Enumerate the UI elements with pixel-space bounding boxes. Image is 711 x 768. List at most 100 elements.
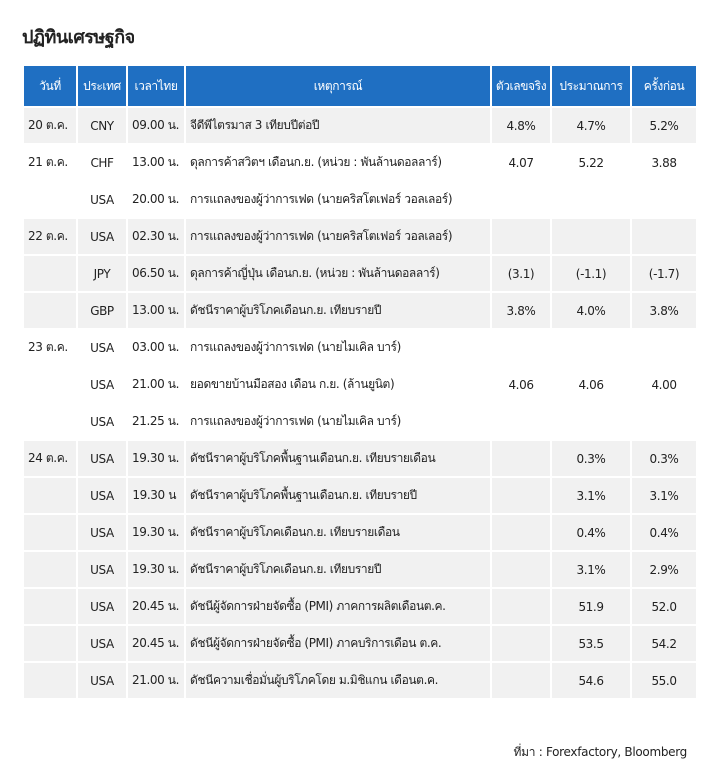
table-cell <box>490 439 552 478</box>
table-row: USA 20.45 น. ดัชนีผู้จัดการฝ่ายจัดซื้อ (PM… <box>22 624 698 663</box>
table-cell: 0.3% <box>550 439 632 478</box>
table-cell: USA <box>76 587 128 626</box>
table-cell: 19.30 น. <box>126 550 186 589</box>
table-cell: จีดีพีไตรมาส 3 เทียบปีต่อปี <box>184 106 492 145</box>
table-cell <box>630 328 698 367</box>
table-row: JPY 06.50 น. ดุลการค้าญี่ปุ่น เดือนก.ย. (ห… <box>22 254 698 293</box>
header-cell: เหตุการณ์ <box>184 64 492 108</box>
table-cell: ดัชนีราคาผู้บริโภคเดือนก.ย. เทียบรายปี <box>184 291 492 330</box>
table-cell: 5.22 <box>550 143 632 182</box>
table-cell: 20.45 น. <box>126 587 186 626</box>
table-row: GBP 13.00 น. ดัชนีราคาผู้บริโภคเดือนก.ย. เ… <box>22 291 698 330</box>
table-cell <box>490 402 552 441</box>
table-cell: 0.3% <box>630 439 698 478</box>
table-cell: USA <box>76 439 128 478</box>
table-cell: 13.00 น. <box>126 291 186 330</box>
table-cell: (3.1) <box>490 254 552 293</box>
table-cell <box>22 513 78 552</box>
table-cell: 19.30 น. <box>126 439 186 478</box>
table-cell: การแถลงของผู้ว่าการเฟด (นายคริสโตเฟอร์ ว… <box>184 180 492 219</box>
table-cell: USA <box>76 661 128 700</box>
table-cell: ดัชนีผู้จัดการฝ่ายจัดซื้อ (PMI) ภาคการผล… <box>184 587 492 626</box>
table-cell <box>490 180 552 219</box>
table-cell: USA <box>76 513 128 552</box>
table-cell: 0.4% <box>550 513 632 552</box>
table-cell: 52.0 <box>630 587 698 626</box>
table-cell <box>22 365 78 404</box>
table-cell: ดัชนีผู้จัดการฝ่ายจัดซื้อ (PMI) ภาคบริกา… <box>184 624 492 663</box>
table-cell: ดัชนีความเชื่อมั่นผู้บริโภคโดย ม.มิชิแกน… <box>184 661 492 700</box>
table-cell <box>22 550 78 589</box>
table-cell: 55.0 <box>630 661 698 700</box>
header-row: วันที่ ประเทศ เวลาไทย เหตุการณ์ ตัวเลขจริง ปร… <box>22 64 698 108</box>
table-cell: 4.7% <box>550 106 632 145</box>
header-cell: ประเทศ <box>76 64 128 108</box>
calendar-table: วันที่ ประเทศ เวลาไทย เหตุการณ์ ตัวเลขจริง ปร… <box>22 64 698 700</box>
table-cell <box>490 513 552 552</box>
table-cell: 3.88 <box>630 143 698 182</box>
table-cell: 0.4% <box>630 513 698 552</box>
table-cell: 5.2% <box>630 106 698 145</box>
table-cell: 3.8% <box>490 291 552 330</box>
table-row: USA 19.30 น. ดัชนีราคาผู้บริโภคเดือนก.ย. เ… <box>22 513 698 552</box>
table-row: USA 20.45 น. ดัชนีผู้จัดการฝ่ายจัดซื้อ (PM… <box>22 587 698 626</box>
table-cell: 4.06 <box>490 365 552 404</box>
table-cell: 21.25 น. <box>126 402 186 441</box>
table-cell: 3.8% <box>630 291 698 330</box>
table-cell: 06.50 น. <box>126 254 186 293</box>
table-body: 20 ต.ค. CNY 09.00 น. จีดีพีไตรมาส 3 เทียบปี… <box>22 106 698 700</box>
table-cell: USA <box>76 476 128 515</box>
table-cell: 21 ต.ค. <box>22 143 78 182</box>
table-cell: การแถลงของผู้ว่าการเฟด (นายคริสโตเฟอร์ ว… <box>184 217 492 256</box>
table-cell: 54.6 <box>550 661 632 700</box>
table-cell <box>490 328 552 367</box>
table-cell: 3.1% <box>550 550 632 589</box>
table-cell <box>22 180 78 219</box>
table-cell <box>550 180 632 219</box>
table-cell: 02.30 น. <box>126 217 186 256</box>
table-cell <box>550 328 632 367</box>
table-cell <box>22 587 78 626</box>
table-row: 22 ต.ค. USA 02.30 น. การแถลงของผู้ว่าการเฟด… <box>22 217 698 256</box>
header-cell: เวลาไทย <box>126 64 186 108</box>
table-cell: 23 ต.ค. <box>22 328 78 367</box>
table-row: USA 20.00 น. การแถลงของผู้ว่าการเฟด (นายคร… <box>22 180 698 219</box>
table-cell: 03.00 น. <box>126 328 186 367</box>
table-cell: ดัชนีราคาผู้บริโภคเดือนก.ย. เทียบรายปี <box>184 550 492 589</box>
table-cell: USA <box>76 550 128 589</box>
table-cell <box>550 402 632 441</box>
table-row: USA 19.30 น. ดัชนีราคาผู้บริโภคเดือนก.ย. เ… <box>22 550 698 589</box>
table-cell: 3.1% <box>550 476 632 515</box>
table-cell: (-1.1) <box>550 254 632 293</box>
table-cell: 53.5 <box>550 624 632 663</box>
title: ปฏิทินเศรษฐกิจ <box>22 27 135 48</box>
table-cell: ดัชนีราคาผู้บริโภคพื้นฐานเดือนก.ย. เทียบ… <box>184 439 492 478</box>
table-cell: 4.8% <box>490 106 552 145</box>
table-row: 20 ต.ค. CNY 09.00 น. จีดีพีไตรมาส 3 เทียบปี… <box>22 106 698 145</box>
table-row: USA 21.25 น. การแถลงของผู้ว่าการเฟด (นายไม… <box>22 402 698 441</box>
table-cell: USA <box>76 180 128 219</box>
table-cell: USA <box>76 624 128 663</box>
table-cell: 19.30 น. <box>126 513 186 552</box>
table-cell: 4.00 <box>630 365 698 404</box>
table-row: 21 ต.ค. CHF 13.00 น. ดุลการค้าสวิตฯ เดือนก.… <box>22 143 698 182</box>
table-cell: ดุลการค้าญี่ปุ่น เดือนก.ย. (หน่วย : พันล… <box>184 254 492 293</box>
table-cell: 09.00 น. <box>126 106 186 145</box>
table-cell: 21.00 น. <box>126 661 186 700</box>
table-row: 24 ต.ค. USA 19.30 น. ดัชนีราคาผู้บริโภคพื้น… <box>22 439 698 478</box>
table-cell <box>490 661 552 700</box>
table-cell: 21.00 น. <box>126 365 186 404</box>
table-cell <box>490 624 552 663</box>
table-cell <box>22 661 78 700</box>
table-cell: (-1.7) <box>630 254 698 293</box>
header-cell: ประมาณการ <box>550 64 632 108</box>
table-cell <box>22 624 78 663</box>
table-cell <box>22 291 78 330</box>
table-cell <box>22 254 78 293</box>
table-cell: 22 ต.ค. <box>22 217 78 256</box>
table-cell: USA <box>76 365 128 404</box>
table-cell: ดุลการค้าสวิตฯ เดือนก.ย. (หน่วย : พันล้า… <box>184 143 492 182</box>
table-row: USA 21.00 น. ยอดขายบ้านมือสอง เดือน ก.ย. (… <box>22 365 698 404</box>
table-cell: 51.9 <box>550 587 632 626</box>
